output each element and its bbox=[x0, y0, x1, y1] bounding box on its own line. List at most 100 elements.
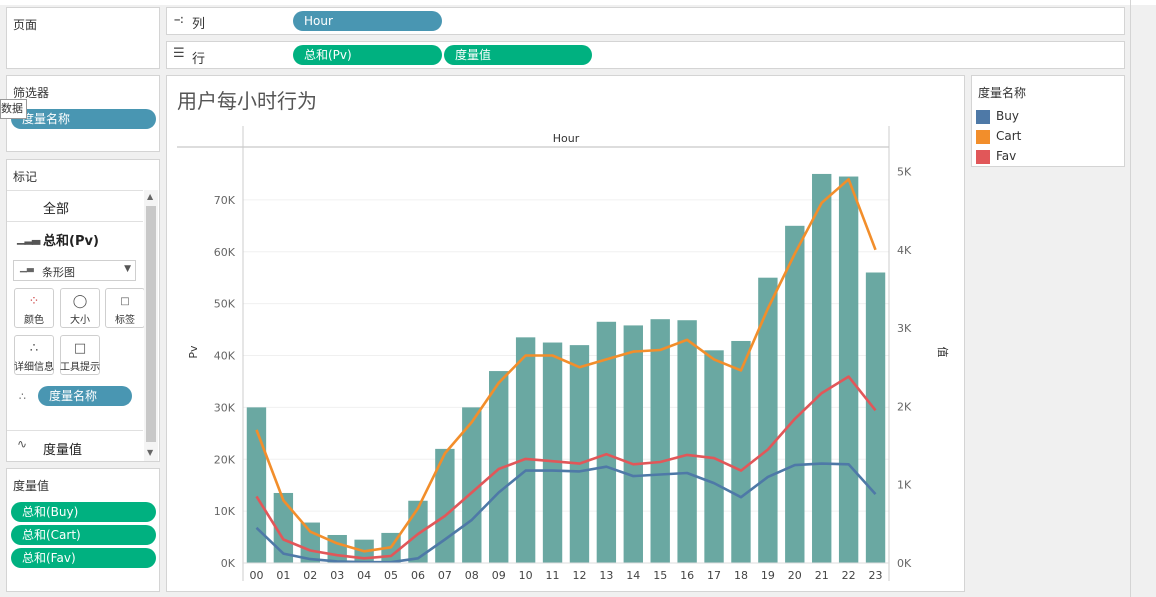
tooltip-button[interactable]: □ 工具提示 bbox=[60, 335, 100, 375]
size-button[interactable]: ◯ 大小 bbox=[60, 288, 100, 328]
bar-pv bbox=[273, 492, 294, 563]
x-tick-label: 13 bbox=[599, 569, 613, 582]
x-tick-label: 02 bbox=[303, 569, 317, 582]
scroll-up-icon[interactable]: ▲ bbox=[147, 192, 154, 201]
scroll-down-icon[interactable]: ▼ bbox=[147, 448, 154, 457]
rows-pill-measure-values[interactable]: 度量值 bbox=[444, 45, 592, 65]
rows-shelf[interactable]: ☰ 行 总和(Pv) 度量值 bbox=[166, 41, 1125, 69]
line-buy bbox=[255, 462, 877, 564]
y-axis-left-title: Pv bbox=[187, 345, 200, 359]
mark-type-dropdown[interactable]: ▁▃ 条形图 ▼ bbox=[13, 260, 136, 281]
x-tick-label: 18 bbox=[734, 569, 748, 582]
bar-pv bbox=[838, 176, 859, 563]
filters-shelf[interactable]: 筛选器 度量名称 bbox=[6, 75, 160, 152]
x-tick-label: 00 bbox=[249, 569, 263, 582]
filter-pill-measure-names[interactable]: 度量名称 bbox=[11, 109, 156, 129]
chart-svg: 用户每小时行为 Hour Pv 值 0K 10K 20K 30K 40K 50K 60K 70… bbox=[177, 89, 949, 582]
marks-divider bbox=[7, 190, 143, 191]
x-tick-label: 11 bbox=[546, 569, 560, 582]
legend-swatch-buy bbox=[976, 110, 990, 124]
bar-pv bbox=[865, 272, 886, 563]
marks-pv-tab[interactable]: 总和(Pv) bbox=[43, 234, 99, 249]
line-cart bbox=[255, 178, 877, 553]
mark-type-label: 条形图 bbox=[42, 266, 75, 279]
marks-all-tab[interactable]: 全部 bbox=[43, 202, 70, 217]
y-tick-right: 1K bbox=[897, 479, 912, 492]
measure-values-shelf[interactable]: 度量值 总和(Buy) 总和(Cart) 总和(Fav) bbox=[6, 468, 160, 592]
bar-pv bbox=[489, 371, 509, 563]
measure-values-title: 度量值 bbox=[13, 479, 50, 493]
marks-divider-3 bbox=[7, 430, 143, 431]
color-button[interactable]: ⁘ 颜色 bbox=[14, 288, 54, 328]
label-button[interactable]: □ 标签 bbox=[105, 288, 145, 328]
x-tick-label: 23 bbox=[869, 569, 883, 582]
bar-pv bbox=[542, 342, 563, 563]
label-label: 标签 bbox=[115, 315, 135, 326]
line-fav bbox=[255, 375, 877, 560]
rows-icon: ☰ bbox=[173, 46, 185, 61]
right-divider bbox=[1130, 0, 1131, 597]
marks-scrollbar[interactable]: ▲ ▼ bbox=[144, 190, 158, 461]
x-tick-label: 12 bbox=[572, 569, 586, 582]
x-tick-label: 06 bbox=[411, 569, 425, 582]
x-tick-label: 19 bbox=[761, 569, 775, 582]
pages-shelf[interactable]: 页面 bbox=[6, 7, 160, 69]
color-icon: ⁘ bbox=[28, 294, 40, 309]
marks-measure-values-tab[interactable]: 度量值 bbox=[43, 443, 83, 458]
y-tick-left: 50K bbox=[214, 298, 236, 311]
marks-divider-2 bbox=[7, 221, 143, 222]
bar-pv bbox=[515, 337, 536, 563]
bar-pv bbox=[704, 350, 724, 563]
detail-dots-icon: ∴ bbox=[19, 390, 26, 403]
x-tick-label: 03 bbox=[330, 569, 344, 582]
measure-pill-fav[interactable]: 总和(Fav) bbox=[11, 548, 156, 568]
bar-pv bbox=[758, 277, 778, 563]
y-tick-right: 2K bbox=[897, 400, 912, 413]
chart-title: 用户每小时行为 bbox=[177, 89, 317, 113]
y-tick-left: 20K bbox=[214, 453, 236, 466]
x-tick-label: 05 bbox=[384, 569, 398, 582]
y-tick-right: 5K bbox=[897, 165, 912, 178]
y-tick-right: 4K bbox=[897, 244, 912, 257]
top-strip bbox=[0, 0, 1156, 5]
measure-pill-cart[interactable]: 总和(Cart) bbox=[11, 525, 156, 545]
bar-pv bbox=[596, 321, 617, 563]
filters-title: 筛选器 bbox=[13, 86, 50, 100]
y-axis-right-title: 值 bbox=[936, 347, 949, 358]
x-tick-label: 21 bbox=[815, 569, 829, 582]
bar-pv bbox=[785, 225, 805, 563]
marks-pill-measure-names[interactable]: 度量名称 bbox=[38, 386, 132, 406]
columns-label: 列 bbox=[192, 17, 206, 32]
x-tick-label: 04 bbox=[357, 569, 371, 582]
y-tick-left: 0K bbox=[221, 557, 236, 570]
legend-title: 度量名称 bbox=[978, 86, 1027, 100]
columns-shelf[interactable]: ∹ 列 Hour bbox=[166, 7, 1125, 35]
chevron-down-icon: ▼ bbox=[124, 264, 131, 274]
bar-chart-icon: ▁▂▃ bbox=[17, 232, 40, 245]
legend-swatch-fav bbox=[976, 150, 990, 164]
columns-icon: ∹ bbox=[173, 13, 184, 28]
legend-label-buy: Buy bbox=[996, 109, 1019, 123]
detail-button[interactable]: ∴ 详细信息 bbox=[14, 335, 54, 375]
y-tick-left: 60K bbox=[214, 246, 236, 259]
bar-pv bbox=[812, 173, 832, 563]
measure-pill-buy[interactable]: 总和(Buy) bbox=[11, 502, 156, 522]
bar-pv bbox=[650, 319, 670, 563]
x-tick-label: 09 bbox=[492, 569, 506, 582]
bar-pv bbox=[623, 325, 643, 563]
legend-swatch-cart bbox=[976, 130, 990, 144]
x-tick-label: 14 bbox=[626, 569, 640, 582]
line-chart-icon: ∿ bbox=[17, 437, 28, 451]
bar-pv bbox=[731, 340, 751, 563]
scrollbar-thumb[interactable] bbox=[146, 206, 156, 442]
color-label: 颜色 bbox=[24, 315, 44, 326]
y-tick-left: 10K bbox=[214, 505, 236, 518]
legend-label-cart: Cart bbox=[996, 129, 1022, 143]
x-tick-label: 16 bbox=[680, 569, 694, 582]
x-tick-label: 15 bbox=[653, 569, 667, 582]
columns-pill-hour[interactable]: Hour bbox=[293, 11, 442, 31]
y-tick-left: 40K bbox=[214, 350, 236, 363]
rows-pill-pv[interactable]: 总和(Pv) bbox=[293, 45, 442, 65]
y-tick-left: 30K bbox=[214, 401, 236, 414]
tooltip-label: 工具提示 bbox=[60, 362, 100, 373]
